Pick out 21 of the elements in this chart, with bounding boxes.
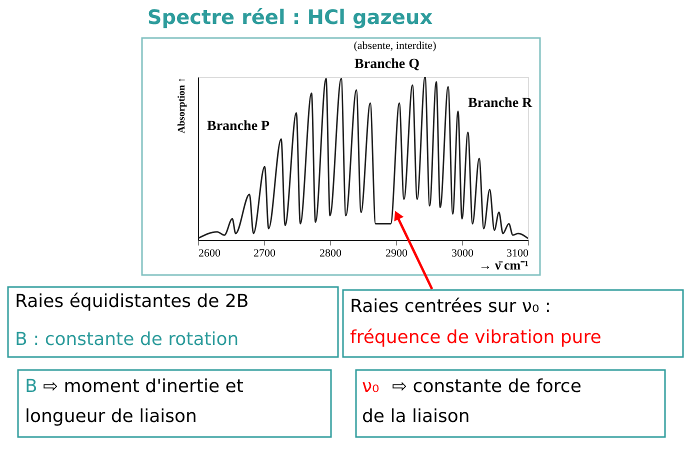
chart-title: Spectre réel : HCl gazeux	[147, 5, 433, 29]
text: Raies équidistantes de 2B	[15, 291, 249, 312]
x-tick-label: 2900	[386, 248, 408, 260]
y-axis-title: Absorption ↑	[176, 78, 188, 134]
x-tick-label: 3000	[452, 248, 474, 260]
text: B : constante de rotation	[15, 329, 239, 350]
x-tick-label: 3100	[506, 248, 529, 260]
text: B ⇨ moment d'inertie et	[25, 376, 244, 397]
text: fréquence de vibration pure	[350, 327, 602, 348]
annotation: Branche P	[207, 119, 270, 134]
text: de la liaison	[362, 406, 470, 427]
x-tick-label: 2700	[254, 248, 276, 260]
text: (absente, interdite)	[354, 40, 437, 52]
annotation: Branche R	[468, 96, 534, 111]
text: Raies centrées sur ν₀ :	[350, 296, 551, 317]
x-axis-title: → ν̄ cm⁻¹	[478, 258, 529, 272]
x-tick-label: 2800	[320, 248, 342, 260]
text: ν₀ ⇨ constante de force	[362, 376, 582, 397]
text: Branche Q	[354, 57, 420, 72]
text: longueur de liaison	[25, 406, 197, 427]
x-tick-label: 2600	[198, 248, 221, 260]
